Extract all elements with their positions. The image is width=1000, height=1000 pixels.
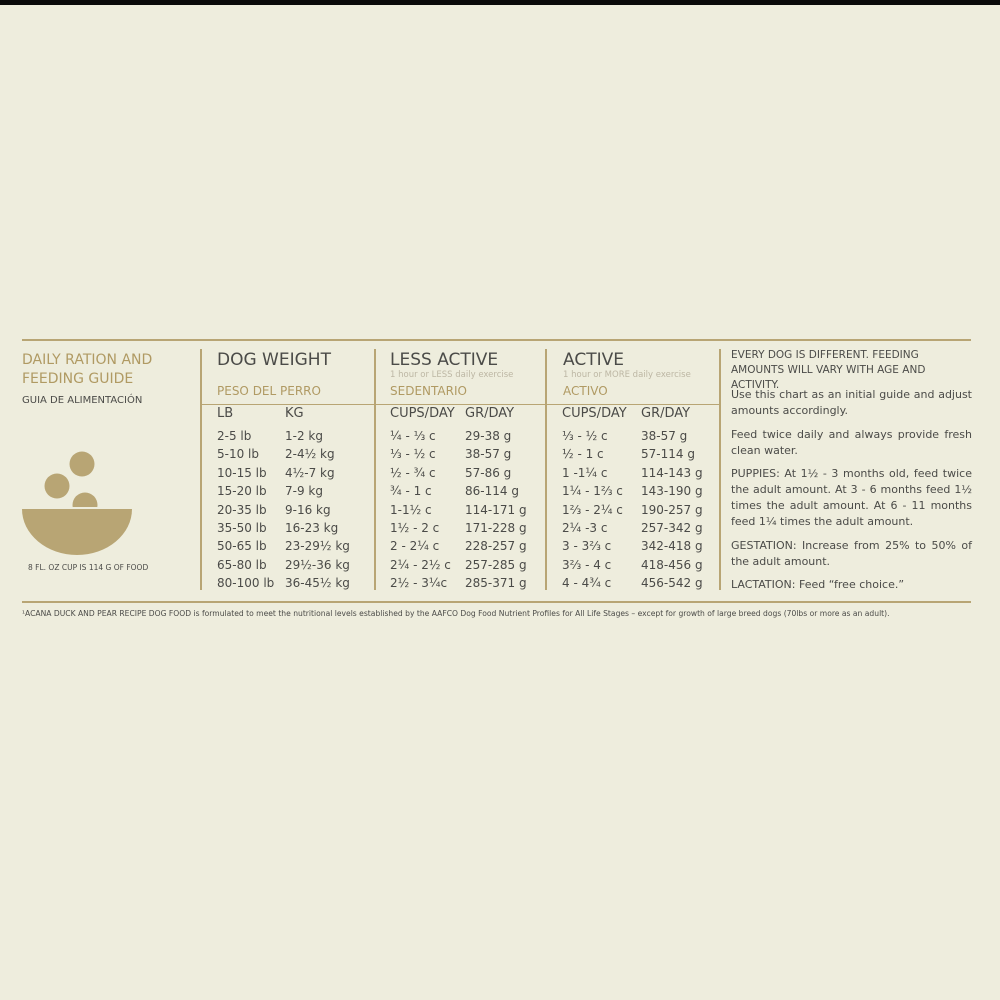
guide-title: DAILY RATION AND FEEDING GUIDE [22, 352, 153, 387]
table-cell: 342-418 g [641, 539, 703, 554]
group-note: 1 hour or LESS daily exercise [390, 370, 514, 380]
table-cell: ¼ - ⅓ c [390, 429, 436, 443]
table-cell: 2-5 lb [217, 429, 252, 443]
table-cell: 257-285 g [465, 557, 527, 572]
table-cell: 171-228 g [465, 521, 527, 535]
table-cell: 29-38 g [465, 429, 512, 443]
table-cell: 86-114 g [465, 484, 519, 499]
table-cell: 228-257 g [465, 539, 527, 554]
table-cell: 1 -1¼ c [562, 465, 608, 480]
table-cell: 456-542 g [641, 576, 703, 591]
table-cell: 418-456 g [641, 557, 703, 572]
divider [719, 349, 721, 590]
guide-subtitle: GUIA DE ALIMENTACIÓN [22, 395, 143, 406]
table-cell: 285-371 g [465, 576, 527, 591]
table-cell: 16-23 kg [285, 521, 339, 535]
note: EVERY DOG IS DIFFERENT. FEEDING AMOUNTS … [731, 349, 926, 391]
column-header: CUPS/DAY [390, 406, 455, 421]
footnote: ¹ACANA DUCK AND PEAR RECIPE DOG FOOD is … [22, 609, 890, 618]
note: GESTATION: Increase from 25% to 50% of t… [731, 539, 972, 568]
table-cell: ¾ - 1 c [390, 484, 432, 499]
table-cell: ⅓ - ½ c [562, 429, 608, 443]
table-cell: ½ - 1 c [562, 447, 604, 462]
group-title: DOG WEIGHT [217, 350, 331, 370]
divider [545, 349, 547, 590]
table-cell: 36-45½ kg [285, 576, 350, 591]
table-cell: 3 - 3⅔ c [562, 539, 612, 554]
table-cell: 23-29½ kg [285, 539, 350, 554]
group-note: 1 hour or MORE daily exercise [563, 370, 691, 380]
table-cell: 1⅔ - 2¼ c [562, 502, 623, 517]
group-title: ACTIVE [563, 350, 624, 370]
table-cell: 1-2 kg [285, 429, 323, 443]
table-cell: 3⅔ - 4 c [562, 557, 612, 572]
column-header: GR/DAY [465, 406, 515, 421]
table-cell: 1¼ - 1⅔ c [562, 484, 623, 499]
note: PUPPIES: At 1½ - 3 months old, feed twic… [731, 467, 972, 528]
note: Use this chart as an initial guide and a… [731, 388, 972, 417]
column-header: GR/DAY [641, 406, 691, 421]
top-bar [0, 0, 1000, 5]
table-cell: 80-100 lb [217, 576, 275, 591]
table-cell: 2-4½ kg [285, 447, 335, 462]
table-cell: 35-50 lb [217, 521, 267, 535]
table-cell: 1½ - 2 c [390, 521, 440, 535]
rule-bottom [22, 601, 971, 603]
column-header: KG [285, 406, 304, 421]
header-rule [200, 404, 720, 405]
table-cell: 15-20 lb [217, 484, 267, 499]
table-cell: 10-15 lb [217, 465, 267, 480]
table-cell: 20-35 lb [217, 502, 267, 517]
group-spanish: ACTIVO [563, 384, 608, 398]
table-cell: 38-57 g [641, 429, 688, 443]
table-cell: 5-10 lb [217, 447, 259, 462]
table-cell: 143-190 g [641, 484, 703, 499]
table-cell: 7-9 kg [285, 484, 323, 499]
note: Feed twice daily and always provide fres… [731, 428, 972, 457]
column-header: CUPS/DAY [562, 406, 627, 421]
cup-note: 8 FL. OZ CUP IS 114 G OF FOOD [28, 563, 149, 572]
group-spanish: SEDENTARIO [390, 384, 467, 398]
table-cell: ⅓ - ½ c [390, 447, 436, 462]
bowl-icon [20, 451, 136, 555]
column-header: LB [217, 406, 234, 421]
table-cell: 57-114 g [641, 447, 695, 462]
divider [374, 349, 376, 590]
rule-top [22, 339, 971, 341]
table-cell: 4½-7 kg [285, 465, 335, 480]
table-cell: 57-86 g [465, 465, 512, 480]
table-cell: 1-1½ c [390, 502, 432, 517]
table-cell: 2½ - 3¼c [390, 576, 448, 591]
table-cell: 114-143 g [641, 465, 703, 480]
table-cell: 9-16 kg [285, 502, 331, 517]
table-cell: 2¼ - 2½ c [390, 557, 451, 572]
table-cell: 2 - 2¼ c [390, 539, 440, 554]
table-cell: 29½-36 kg [285, 557, 350, 572]
table-cell: 50-65 lb [217, 539, 267, 554]
table-cell: 4 - 4¾ c [562, 576, 612, 591]
note: LACTATION: Feed “free choice.” [731, 578, 905, 591]
divider [200, 349, 202, 590]
group-title: LESS ACTIVE [390, 350, 499, 370]
group-spanish: PESO DEL PERRO [217, 384, 321, 398]
table-cell: 2¼ -3 c [562, 521, 608, 535]
table-cell: 65-80 lb [217, 557, 267, 572]
table-cell: 114-171 g [465, 502, 527, 517]
table-cell: 38-57 g [465, 447, 512, 462]
table-cell: 190-257 g [641, 502, 703, 517]
table-cell: 257-342 g [641, 521, 703, 535]
table-cell: ½ - ¾ c [390, 465, 436, 480]
